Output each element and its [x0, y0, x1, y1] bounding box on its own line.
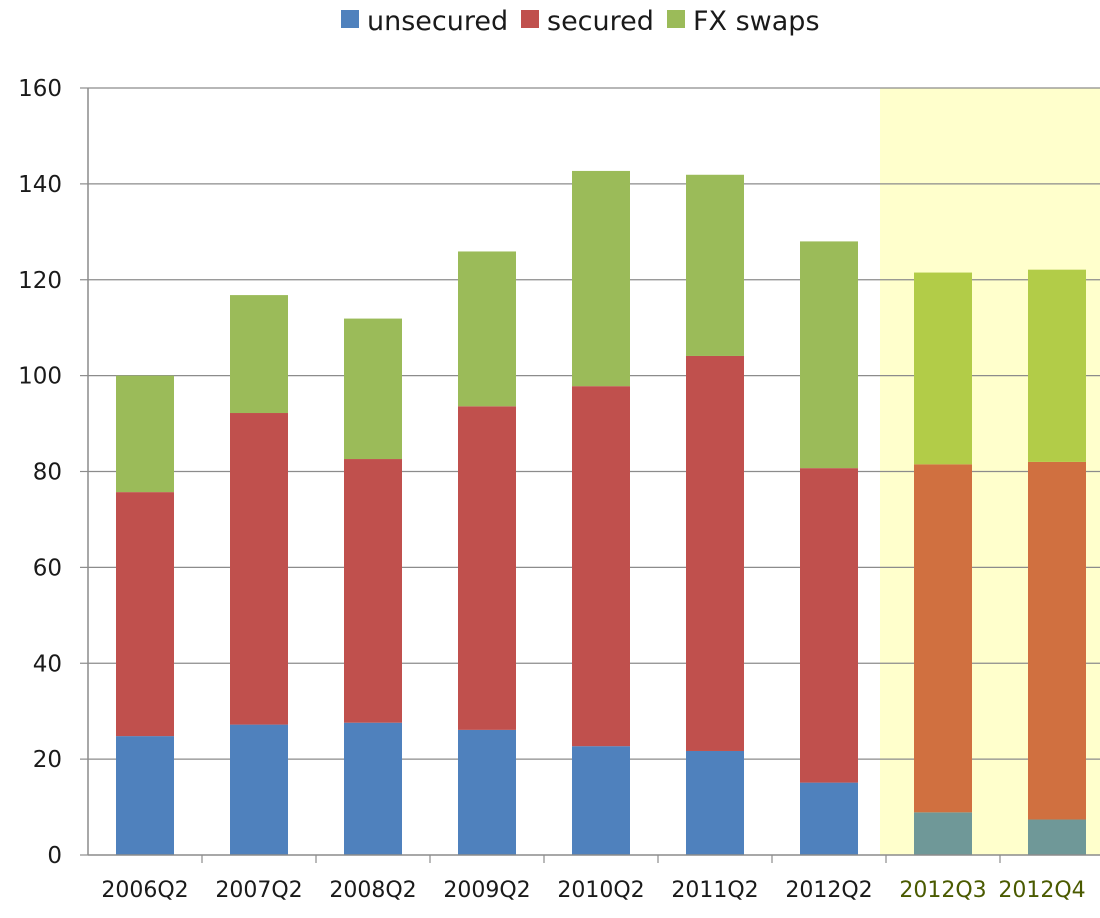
bar-secured-2012q4	[1028, 461, 1086, 820]
legend: unsecured secured FX swaps	[341, 6, 820, 37]
bar-unsecured-2012q2	[800, 782, 858, 855]
bar-unsecured-2012q3	[914, 812, 972, 855]
x-axis-ticks: 2006Q2 2007Q2 2008Q2 2009Q2 2010Q2 2011Q2 2012…	[101, 855, 1086, 903]
bar-unsecured-2012q4	[1028, 819, 1086, 855]
bar-unsecured-2010q2	[572, 746, 630, 855]
x-tick-label-2012q3: 2012Q3	[899, 878, 986, 903]
bars	[116, 170, 1086, 855]
x-tick-label-2009q2: 2009Q2	[443, 878, 530, 903]
bar-fx-swaps-2010q2	[572, 170, 630, 387]
y-tick-label-60: 60	[33, 555, 62, 581]
bar-unsecured-2009q2	[458, 729, 516, 855]
y-tick-label-140: 140	[18, 172, 62, 198]
bar-secured-2009q2	[458, 406, 516, 730]
bar-fx-swaps-2012q2	[800, 241, 858, 469]
y-tick-label-100: 100	[18, 364, 62, 390]
bar-fx-swaps-2011q2	[686, 174, 744, 356]
bar-secured-2006q2	[116, 492, 174, 737]
bar-fx-swaps-2009q2	[458, 251, 516, 407]
bar-secured-2012q3	[914, 464, 972, 813]
y-tick-label-20: 20	[33, 747, 62, 773]
y-tick-label-0: 0	[47, 843, 62, 869]
y-tick-label-40: 40	[33, 651, 62, 677]
legend-label-secured: secured	[547, 6, 654, 37]
y-tick-label-160: 160	[18, 76, 62, 102]
bar-unsecured-2006q2	[116, 736, 174, 855]
bar-fx-swaps-2008q2	[344, 318, 402, 460]
bar-secured-2010q2	[572, 386, 630, 747]
bar-secured-2007q2	[230, 413, 288, 725]
bar-secured-2008q2	[344, 459, 402, 723]
bar-fx-swaps-2012q3	[914, 272, 972, 465]
x-tick-label-2011q2: 2011Q2	[671, 878, 758, 903]
bar-fx-swaps-2007q2	[230, 295, 288, 414]
x-tick-label-2012q4: 2012Q4	[998, 878, 1085, 903]
x-tick-label-2006q2: 2006Q2	[101, 878, 188, 903]
x-tick-label-2012q2: 2012Q2	[785, 878, 872, 903]
legend-swatch-unsecured	[341, 10, 359, 28]
x-tick-label-2007q2: 2007Q2	[215, 878, 302, 903]
legend-label-fx-swaps: FX swaps	[693, 6, 820, 37]
x-tick-label-2008q2: 2008Q2	[329, 878, 416, 903]
bar-secured-2011q2	[686, 355, 744, 751]
bar-fx-swaps-2006q2	[116, 375, 174, 493]
legend-swatch-secured	[521, 10, 539, 28]
legend-label-unsecured: unsecured	[367, 6, 508, 37]
x-tick-label-2010q2: 2010Q2	[557, 878, 644, 903]
bar-unsecured-2011q2	[686, 750, 744, 855]
y-tick-label-80: 80	[33, 460, 62, 486]
y-tick-label-120: 120	[18, 268, 62, 294]
legend-swatch-fx-swaps	[667, 10, 685, 28]
y-axis-ticks: 0 20 40 60 80 100 120 140 160	[18, 76, 88, 869]
bar-unsecured-2008q2	[344, 722, 402, 855]
bar-unsecured-2007q2	[230, 724, 288, 855]
bar-secured-2012q2	[800, 468, 858, 783]
bar-fx-swaps-2012q4	[1028, 269, 1086, 462]
